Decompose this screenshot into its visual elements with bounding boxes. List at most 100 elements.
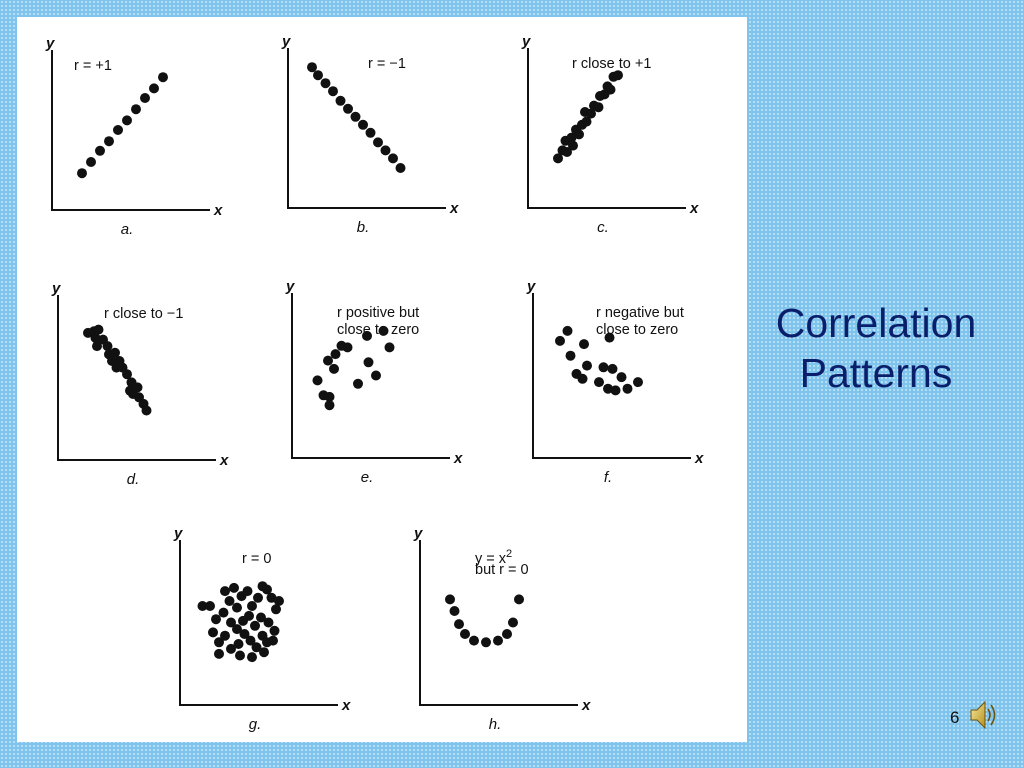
data-point (605, 333, 615, 343)
data-point (566, 351, 576, 361)
y-axis-label: y (281, 33, 291, 50)
data-point (396, 163, 406, 173)
y-axis-label: y (173, 525, 183, 542)
data-point (343, 342, 353, 352)
data-point (149, 83, 159, 93)
panel-caption: g. (249, 716, 262, 733)
data-point (568, 141, 578, 151)
data-point (633, 377, 643, 387)
data-point (158, 72, 168, 82)
data-point (250, 621, 260, 631)
panel-annotation: r positive but close to zero (337, 305, 419, 338)
data-point (259, 647, 269, 657)
panel-annotation: y = x2 but r = 0 (475, 548, 529, 578)
data-point (502, 629, 512, 639)
data-point (253, 593, 263, 603)
slide-title-line-2: Patterns (752, 348, 1000, 398)
data-point (103, 341, 113, 351)
data-point (225, 596, 235, 606)
data-point (142, 406, 152, 416)
scatter-plot-g: y x g. r = 0 (173, 525, 351, 733)
data-point (450, 606, 460, 616)
data-point (321, 78, 331, 88)
speaker-icon[interactable] (968, 698, 998, 732)
scatter-plot-b: yxb.r = −1 (281, 33, 459, 236)
data-point (234, 639, 244, 649)
scatter-plot-f: y x f. r negative but close to zero (526, 278, 704, 486)
panel-caption: c. (597, 219, 609, 236)
data-point (307, 62, 317, 72)
scatter-plot-d: yxd.r close to −1 (51, 280, 229, 488)
data-point (371, 371, 381, 381)
x-axis-label: x (453, 450, 463, 467)
data-point (220, 586, 230, 596)
data-point (574, 129, 584, 139)
data-point (331, 349, 341, 359)
data-point (460, 629, 470, 639)
data-point (232, 603, 242, 613)
x-axis-label: x (694, 450, 704, 467)
data-point (235, 651, 245, 661)
panel-annotation: r close to −1 (104, 306, 183, 322)
data-point (211, 614, 221, 624)
data-point (381, 145, 391, 155)
panel-caption: a. (121, 221, 134, 238)
data-point (243, 586, 253, 596)
data-point (388, 153, 398, 163)
data-point (325, 400, 335, 410)
data-point (313, 375, 323, 385)
data-point (247, 601, 257, 611)
data-point (353, 379, 363, 389)
scatter-plot-e: y x e. r positive but close to zero (285, 278, 463, 486)
data-point (264, 618, 274, 628)
data-point (112, 363, 122, 373)
axes (52, 50, 210, 210)
data-point (599, 362, 609, 372)
data-point (328, 86, 338, 96)
x-axis-label: x (219, 452, 229, 469)
data-point (329, 364, 339, 374)
axes (528, 48, 686, 208)
panel-caption: b. (357, 219, 370, 236)
data-point (140, 93, 150, 103)
x-axis-label: x (341, 697, 351, 714)
y-axis-label: y (285, 278, 295, 295)
data-point (493, 636, 503, 646)
data-point (379, 326, 389, 336)
data-point (454, 619, 464, 629)
y-axis-label: y (51, 280, 61, 297)
data-point (244, 611, 254, 621)
panel-caption: h. (489, 716, 502, 733)
y-axis-label: y (413, 525, 423, 542)
data-point (445, 594, 455, 604)
x-axis-label: x (213, 202, 223, 219)
data-point (594, 377, 604, 387)
data-point (220, 631, 230, 641)
data-point (86, 157, 96, 167)
y-axis-label: y (45, 35, 55, 52)
data-point (229, 583, 239, 593)
data-point (92, 341, 102, 351)
scatter-plot-c: yxc.r close to +1 (521, 33, 699, 236)
data-point (104, 136, 114, 146)
data-point (594, 102, 604, 112)
data-point (77, 168, 87, 178)
panel-caption: e. (361, 469, 374, 486)
data-point (270, 626, 280, 636)
panel-caption: f. (604, 469, 612, 486)
data-point (514, 594, 524, 604)
data-point (563, 326, 573, 336)
data-point (579, 339, 589, 349)
data-point (608, 364, 618, 374)
page-number: 6 (950, 708, 959, 728)
data-point (336, 96, 346, 106)
slide-title: Correlation Patterns (752, 298, 1000, 398)
y-axis-label: y (521, 33, 531, 50)
data-point (343, 104, 353, 114)
data-point (131, 104, 141, 114)
data-point (313, 70, 323, 80)
data-point (128, 389, 138, 399)
scatter-plot-h: y x h. y = x2 but r = 0 (413, 525, 591, 733)
data-point (122, 115, 132, 125)
data-point (617, 372, 627, 382)
